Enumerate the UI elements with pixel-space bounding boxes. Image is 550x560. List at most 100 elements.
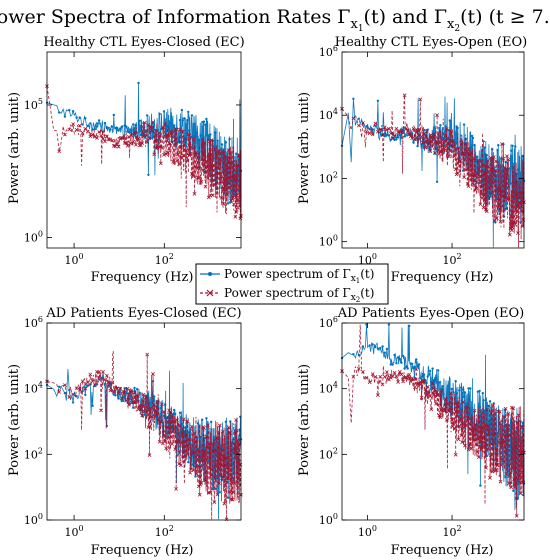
data-point [228, 177, 233, 182]
data-point [134, 124, 138, 127]
data-point [159, 407, 162, 410]
data-point [501, 156, 506, 161]
data-point [191, 137, 196, 142]
data-point [401, 354, 405, 358]
data-point [182, 439, 187, 444]
data-point [474, 442, 479, 447]
data-point [220, 149, 224, 154]
data-point [210, 441, 215, 446]
data-point [83, 386, 88, 391]
data-point [428, 149, 433, 154]
data-point [504, 476, 507, 479]
x-tick-label: 100 [65, 252, 84, 267]
data-point [125, 143, 130, 148]
data-point [367, 380, 372, 385]
x-axis-label: Frequency (Hz) [391, 543, 494, 558]
data-point [146, 114, 149, 117]
data-point [494, 468, 498, 472]
data-point [518, 491, 523, 496]
y-tick-label: 106 [319, 315, 338, 330]
data-point [494, 221, 497, 224]
data-point [113, 144, 118, 149]
data-point [108, 388, 113, 393]
data-point [442, 409, 447, 413]
data-point [233, 431, 238, 436]
data-point [502, 414, 506, 419]
data-point [195, 132, 199, 135]
data-point [467, 387, 470, 390]
data-point [510, 225, 515, 230]
data-point [214, 436, 219, 441]
data-point [361, 121, 365, 125]
data-point [387, 127, 391, 131]
data-point [188, 152, 192, 156]
data-point [433, 152, 436, 155]
data-point [106, 380, 111, 385]
data-point [57, 390, 62, 394]
data-point [407, 372, 412, 377]
data-point [504, 167, 509, 172]
data-point [464, 405, 469, 410]
data-point [198, 482, 203, 487]
data-point [436, 393, 441, 398]
data-point [492, 219, 497, 223]
data-point [151, 120, 155, 125]
data-point [382, 374, 387, 379]
data-point [450, 387, 453, 391]
data-point [497, 198, 501, 202]
data-point [351, 375, 356, 379]
data-point [385, 347, 389, 351]
data-point [512, 483, 517, 487]
data-point [472, 156, 477, 161]
data-point [391, 363, 394, 366]
data-point [158, 161, 163, 166]
data-point [150, 128, 154, 133]
data-point [422, 373, 426, 376]
data-point [434, 377, 438, 381]
data-point [520, 425, 524, 430]
data-point [68, 388, 71, 392]
data-point [470, 134, 474, 138]
data-point [509, 485, 514, 489]
data-point [478, 440, 483, 444]
data-point [394, 374, 399, 378]
data-point [488, 476, 492, 480]
data-point [186, 444, 191, 448]
data-point [482, 170, 487, 175]
data-point [425, 384, 430, 389]
data-point [125, 125, 128, 128]
legend-marker-dot [208, 272, 212, 276]
data-point [226, 148, 231, 152]
data-point [63, 383, 67, 387]
data-point [357, 117, 360, 120]
data-point [419, 377, 422, 380]
data-point [71, 401, 75, 404]
data-point [202, 140, 207, 145]
data-point [217, 481, 221, 486]
data-point [509, 222, 514, 226]
data-point [497, 409, 502, 414]
data-point [473, 422, 478, 427]
data-point [438, 415, 443, 420]
data-point [521, 421, 524, 424]
data-point [432, 151, 437, 155]
data-point [422, 378, 426, 383]
data-point [463, 391, 467, 394]
data-point [470, 158, 474, 163]
data-point [462, 395, 466, 399]
data-point [376, 99, 380, 103]
data-point [173, 447, 178, 452]
data-point [513, 444, 518, 449]
data-point [105, 126, 109, 129]
data-point [378, 374, 383, 379]
data-point [398, 133, 401, 136]
data-point [132, 406, 135, 409]
data-point [397, 369, 402, 374]
data-point [176, 440, 180, 444]
data-point [452, 391, 455, 394]
data-point [219, 196, 224, 200]
data-point [487, 430, 492, 435]
data-point [444, 127, 449, 131]
data-point [430, 381, 435, 386]
data-point [178, 118, 182, 122]
